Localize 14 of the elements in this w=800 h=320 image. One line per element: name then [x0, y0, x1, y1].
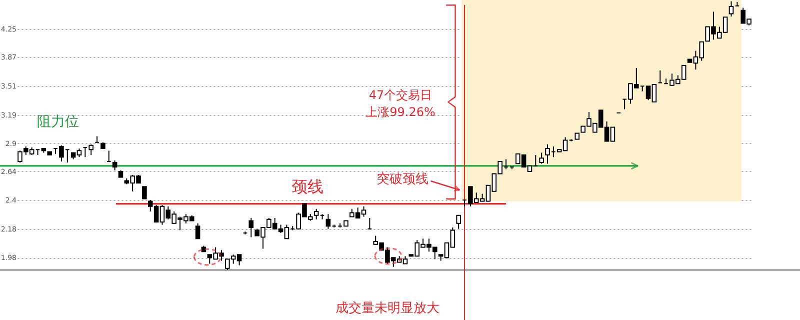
annotation: 突破颈线: [376, 172, 428, 187]
candlestick: [539, 152, 544, 164]
candlestick: [248, 218, 254, 238]
annotation: 47个交易日: [368, 88, 432, 102]
candlestick: [728, 0, 734, 17]
candlestick: [314, 208, 319, 220]
annotation: 上涨99.26%: [366, 105, 436, 119]
candlestick: [142, 186, 147, 200]
candlestick: [195, 222, 200, 240]
candlestick: [112, 160, 118, 171]
ref-line-label: 颈线: [291, 176, 324, 196]
text: 成交量未明显放大: [335, 300, 440, 316]
ref-line-label: 阻力位: [37, 114, 79, 130]
candlestick: [456, 214, 461, 230]
